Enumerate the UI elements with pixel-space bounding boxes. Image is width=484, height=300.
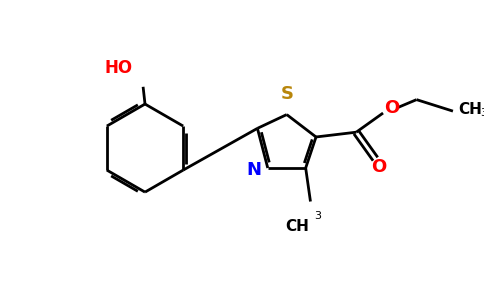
Text: O: O xyxy=(371,158,386,176)
Text: O: O xyxy=(384,99,399,117)
Text: CH: CH xyxy=(285,219,309,234)
Text: S: S xyxy=(281,85,294,103)
Text: CH: CH xyxy=(459,102,483,117)
Text: HO: HO xyxy=(104,59,132,77)
Text: 3: 3 xyxy=(314,211,321,221)
Text: N: N xyxy=(247,161,262,179)
Text: 3: 3 xyxy=(480,108,484,118)
